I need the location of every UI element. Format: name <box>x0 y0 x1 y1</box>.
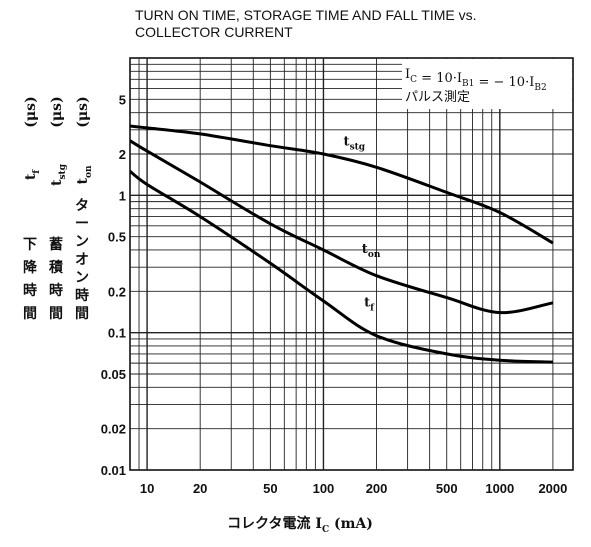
condition-equation: IC = 10·IB1 = − 10·IB2 <box>405 67 547 93</box>
series-label-stg: tstg <box>344 135 366 153</box>
y-axis-title-char: タ <box>75 198 89 214</box>
x-tick-label: 10 <box>140 481 154 496</box>
y-axis-title-char: 蓄 <box>49 236 63 253</box>
x-tick-label: 500 <box>436 481 458 496</box>
x-tick-label: 50 <box>263 481 277 496</box>
y-axis-title-char: 間 <box>49 306 63 322</box>
y-axis-title-char: 間 <box>23 306 37 322</box>
condition-note: パルス測定 <box>405 90 470 105</box>
x-tick-label: 100 <box>313 481 335 496</box>
y-axis-title-char: 時 <box>75 287 89 304</box>
x-axis-title: コレクタ電流 IC (mA) <box>227 515 373 535</box>
y-axis-title-char: 間 <box>75 306 89 322</box>
y-axis-title-char: 時 <box>23 282 37 299</box>
y-axis-symbol-stg: tstg <box>49 163 68 186</box>
y-tick-label: 0.2 <box>108 284 126 299</box>
y-axis-unit-text: (μs) <box>23 96 39 127</box>
y-axis-title-char: 積 <box>48 259 64 276</box>
series-group <box>130 124 554 364</box>
series-line-f <box>130 170 553 364</box>
y-axis-symbol-text: tf <box>23 169 42 180</box>
x-tick-label: 1000 <box>485 481 514 496</box>
grid <box>129 57 574 471</box>
y-tick-label: 5 <box>119 92 126 107</box>
y-axis-title-char: 下 <box>23 237 37 253</box>
y-axis-unit-f: (μs) <box>23 96 39 127</box>
y-tick-label: 0.02 <box>101 422 126 437</box>
x-axis-label: コレクタ電流 IC (mA) <box>227 515 373 535</box>
y-axis-title-char: 降 <box>23 259 38 276</box>
y-axis-unit-text: (μs) <box>49 96 65 127</box>
y-tick-label: 1 <box>119 188 126 203</box>
series-labels: tstg ton tf <box>344 135 381 314</box>
series-label-on: ton <box>362 242 381 260</box>
y-axis-unit-on: (μs) <box>75 96 91 127</box>
plot-frame <box>129 57 574 471</box>
y-axis-symbol-on: ton <box>75 165 94 184</box>
y-axis-title-char: オ <box>75 252 89 268</box>
x-tick-label: 2000 <box>538 481 567 496</box>
y-axis-symbol-f: tf <box>23 169 42 180</box>
y-axis-title-char: 時 <box>49 282 63 299</box>
y-axis-symbol-text: ton <box>75 165 94 184</box>
y-tick-label: 0.1 <box>108 326 126 341</box>
chart-title-line-2: COLLECTOR CURRENT <box>135 24 293 40</box>
y-axis-title-char: ン <box>75 270 89 286</box>
series-label-f: tf <box>364 296 375 314</box>
x-tick-label: 20 <box>193 481 207 496</box>
tick-labels: 10 20 50 100 200 500 1000 2000 0.01 0.02 0.05 0.1 0.… <box>101 92 568 496</box>
condition-box-bg <box>402 59 572 109</box>
y-axis-symbol-text: tstg <box>49 163 68 186</box>
y-axis-unit-text: (μs) <box>75 96 91 127</box>
y-axis-title-char: ン <box>75 234 89 250</box>
series-line-stg <box>130 124 554 245</box>
y-tick-label: 0.01 <box>101 463 126 478</box>
chart-title-line-1: TURN ON TIME, STORAGE TIME AND FALL TIME… <box>135 7 477 23</box>
y-axis-unit-stg: (μs) <box>49 96 65 127</box>
y-tick-label: 2 <box>119 147 126 162</box>
y-tick-label: 0.5 <box>108 230 126 245</box>
x-tick-label: 200 <box>366 481 388 496</box>
y-axis-title-char: ー <box>75 216 89 232</box>
series-line-on <box>130 139 554 315</box>
y-tick-label: 0.05 <box>101 367 126 382</box>
